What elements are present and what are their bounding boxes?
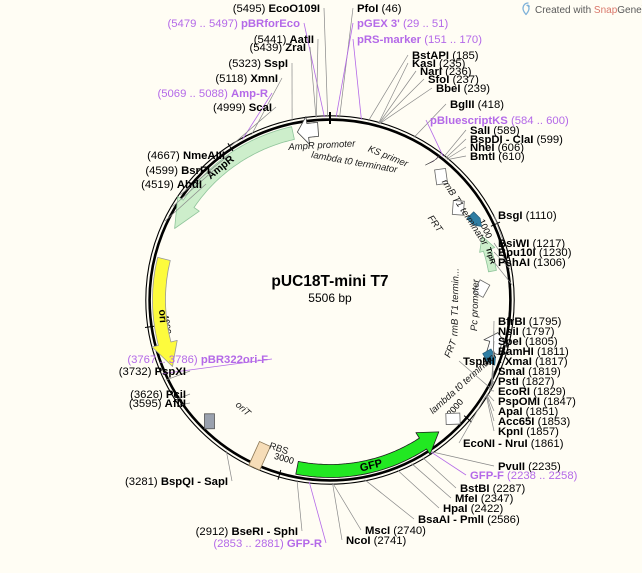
svg-text:PfoI (46): PfoI (46) xyxy=(357,3,402,15)
svg-text:(3281) BspQI - SapI: (3281) BspQI - SapI xyxy=(125,476,228,488)
svg-text:(4519) AhdI: (4519) AhdI xyxy=(141,179,202,191)
svg-text:NcoI (2741): NcoI (2741) xyxy=(346,535,407,547)
svg-text:(3732) PspXI: (3732) PspXI xyxy=(119,366,186,378)
svg-text:Created with SnapGenetm: Created with SnapGenetm xyxy=(535,5,642,16)
svg-text:ori: ori xyxy=(156,309,169,323)
svg-text:BsaAI - PmlI (2586): BsaAI - PmlI (2586) xyxy=(418,514,520,526)
svg-text:(5495) EcoO109I: (5495) EcoO109I xyxy=(233,3,320,15)
svg-text:(5479 .. 5497) pBRforEco: (5479 .. 5497) pBRforEco xyxy=(168,18,301,30)
svg-text:(2853 .. 2881) GFP-R: (2853 .. 2881) GFP-R xyxy=(213,538,322,550)
svg-text:GFP-F (2238 .. 2258): GFP-F (2238 .. 2258) xyxy=(470,470,578,482)
svg-text:pRS-marker (151 .. 170): pRS-marker (151 .. 170) xyxy=(357,34,482,46)
svg-text:(5323) SspI: (5323) SspI xyxy=(228,58,288,70)
svg-text:pUC18T-mini T7: pUC18T-mini T7 xyxy=(271,273,388,290)
svg-text:EcoNI - NruI (1861): EcoNI - NruI (1861) xyxy=(463,438,564,450)
svg-text:BbeI (239): BbeI (239) xyxy=(436,83,490,95)
svg-text:KpnI (1857): KpnI (1857) xyxy=(498,426,559,438)
svg-text:(4599) BsrFI: (4599) BsrFI xyxy=(145,165,210,177)
svg-text:(3767 .. 3786) pBR322ori-F: (3767 .. 3786) pBR322ori-F xyxy=(127,354,268,366)
svg-text:BsgI (1110): BsgI (1110) xyxy=(498,210,557,222)
svg-text:(5118) XmnI: (5118) XmnI xyxy=(215,73,278,85)
svg-text:BglII (418): BglII (418) xyxy=(450,99,504,111)
svg-text:(5069 .. 5088) Amp-R: (5069 .. 5088) Amp-R xyxy=(157,88,268,100)
svg-text:rmB T1 termin...: rmB T1 termin... xyxy=(449,268,461,336)
svg-text:(4667) NmeAIII: (4667) NmeAIII xyxy=(147,150,225,162)
svg-text:(2912) BseRI - SphI: (2912) BseRI - SphI xyxy=(196,526,298,538)
svg-text:PshAI (1306): PshAI (1306) xyxy=(498,257,566,269)
svg-text:(4999) ScaI: (4999) ScaI xyxy=(213,102,272,114)
svg-text:(3595) AflII: (3595) AflII xyxy=(129,398,186,410)
svg-text:(5439) ZraI: (5439) ZraI xyxy=(249,42,306,54)
svg-text:Pc promoter: Pc promoter xyxy=(469,278,482,331)
svg-text:BmtI (610): BmtI (610) xyxy=(470,151,525,163)
svg-text:pGEX 3' (29 .. 51): pGEX 3' (29 .. 51) xyxy=(357,18,448,30)
svg-text:5506 bp: 5506 bp xyxy=(308,291,352,305)
